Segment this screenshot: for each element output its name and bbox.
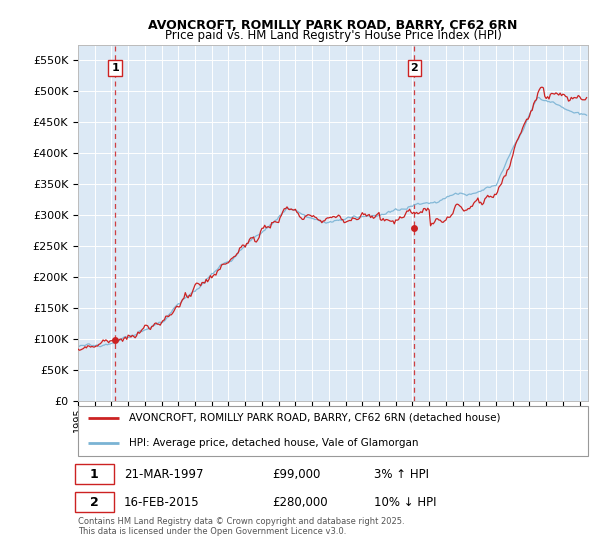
Text: 3% ↑ HPI: 3% ↑ HPI (374, 468, 429, 481)
Text: AVONCROFT, ROMILLY PARK ROAD, BARRY, CF62 6RN: AVONCROFT, ROMILLY PARK ROAD, BARRY, CF6… (148, 18, 518, 32)
Text: 2: 2 (90, 496, 98, 509)
Text: £99,000: £99,000 (272, 468, 320, 481)
FancyBboxPatch shape (76, 464, 114, 484)
Text: AVONCROFT, ROMILLY PARK ROAD, BARRY, CF62 6RN (detached house): AVONCROFT, ROMILLY PARK ROAD, BARRY, CF6… (129, 413, 500, 423)
Text: 16-FEB-2015: 16-FEB-2015 (124, 496, 200, 509)
FancyBboxPatch shape (76, 492, 114, 512)
Text: Price paid vs. HM Land Registry's House Price Index (HPI): Price paid vs. HM Land Registry's House … (164, 29, 502, 42)
Text: £280,000: £280,000 (272, 496, 328, 509)
Text: 1: 1 (111, 63, 119, 73)
Text: HPI: Average price, detached house, Vale of Glamorgan: HPI: Average price, detached house, Vale… (129, 438, 419, 449)
Text: 1: 1 (90, 468, 98, 481)
Text: 21-MAR-1997: 21-MAR-1997 (124, 468, 203, 481)
Text: Contains HM Land Registry data © Crown copyright and database right 2025.
This d: Contains HM Land Registry data © Crown c… (78, 517, 404, 536)
Text: 2: 2 (410, 63, 418, 73)
Text: 10% ↓ HPI: 10% ↓ HPI (374, 496, 436, 509)
FancyBboxPatch shape (78, 405, 588, 456)
